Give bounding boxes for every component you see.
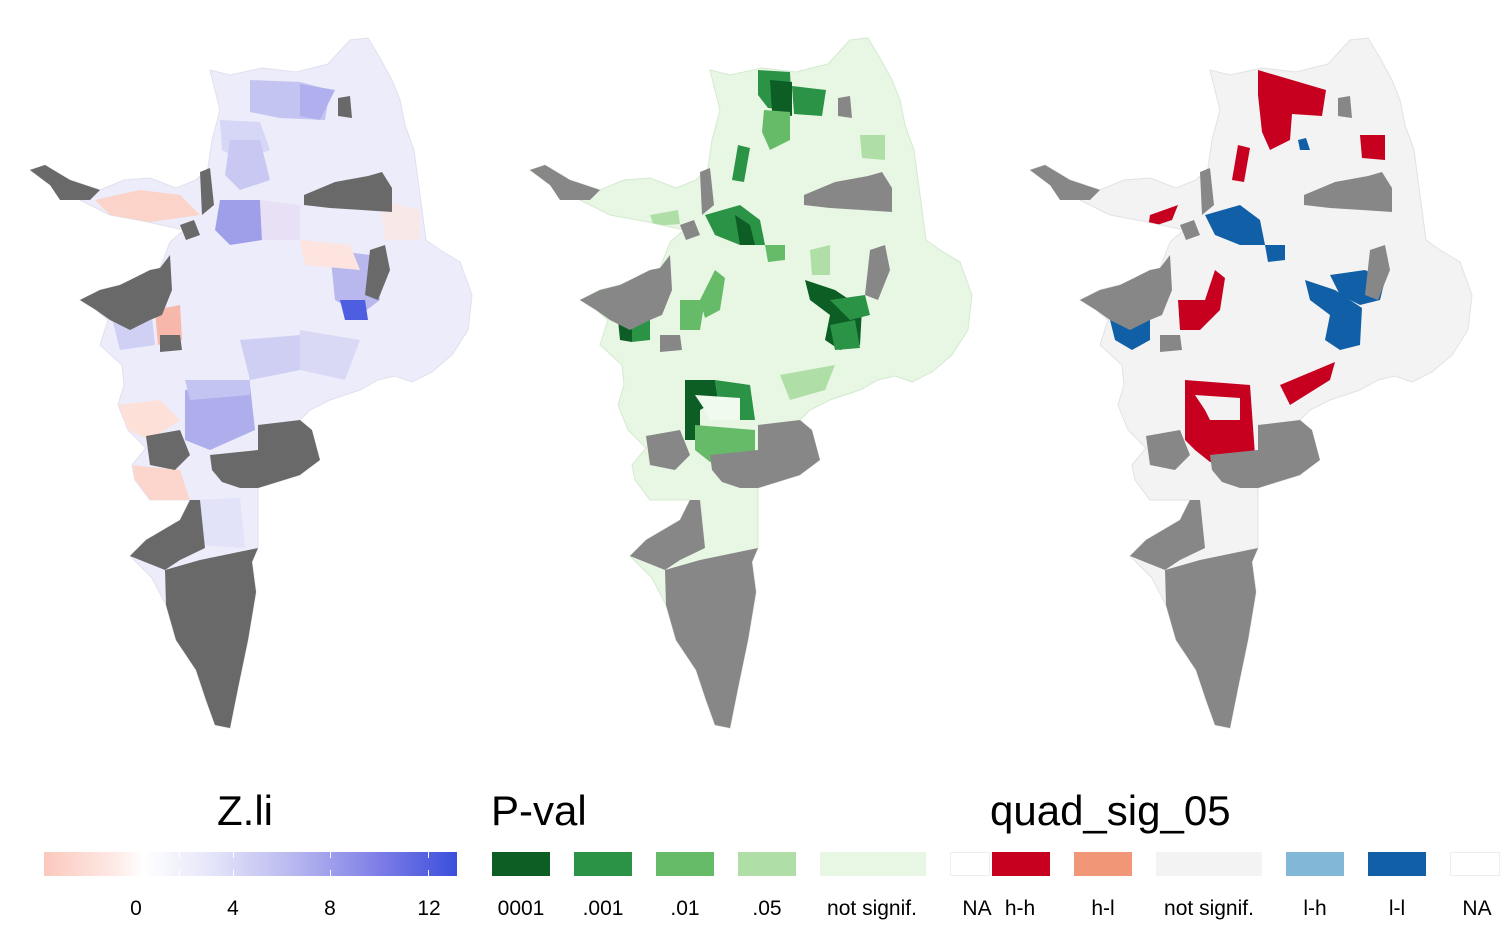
legend-label: .05 (752, 897, 782, 920)
legend-zli-tick: 0 (130, 897, 142, 920)
legend-swatch (738, 852, 796, 876)
quad-regions (1110, 70, 1385, 462)
colorbar-tick (233, 870, 234, 876)
legend-label: .01 (670, 897, 700, 920)
colorbar-tick (233, 852, 234, 858)
legend-swatch (992, 852, 1050, 876)
legend-quad-title: quad_sig_05 (990, 787, 1231, 834)
legend-swatch (492, 852, 550, 876)
colorbar-tick (330, 870, 331, 876)
legend-label: NA (962, 897, 992, 920)
zli-missing-regions (30, 96, 392, 728)
legend-zli-tick: 4 (227, 897, 239, 920)
legend-label: h-h (1004, 897, 1036, 920)
map-zli (29, 37, 473, 729)
colorbar-tick (330, 852, 331, 858)
colorbar-tick (179, 852, 180, 858)
legend-zli-tick: 12 (417, 897, 441, 920)
legend-label: not signif. (827, 897, 917, 920)
legend-label: h-l (1091, 897, 1115, 920)
legend-swatch (574, 852, 632, 876)
legend-label: 0001 (497, 897, 545, 920)
colorbar-tick (179, 870, 180, 876)
zli-regions (95, 80, 420, 548)
choropleth-maps (29, 37, 1473, 729)
legend-label: l-l (1388, 897, 1406, 920)
legend-label: .001 (582, 897, 624, 920)
pval-missing-regions (530, 96, 892, 728)
legend-swatch (1156, 852, 1262, 876)
legend-swatch (1368, 852, 1426, 876)
map-quad (1029, 37, 1473, 729)
legend-pval-title: P-val (491, 787, 587, 834)
legend-zli-tick: 8 (324, 897, 336, 920)
quad-missing-regions (1030, 96, 1392, 728)
legend-swatch (1074, 852, 1132, 876)
legend-swatch (1286, 852, 1344, 876)
colorbar-tick (428, 870, 429, 876)
legend-swatch (820, 852, 926, 876)
legend-swatch (656, 852, 714, 876)
legend-swatch (950, 852, 990, 876)
legend-zli-title: Z.li (217, 787, 273, 834)
legend-swatch (1450, 852, 1500, 876)
map-pval (529, 37, 973, 729)
legend-label: not signif. (1164, 897, 1254, 920)
legend-zli-colorbar (44, 852, 457, 876)
legend-label: l-h (1303, 897, 1327, 920)
legend-label: NA (1462, 897, 1492, 920)
colorbar-tick (428, 852, 429, 858)
